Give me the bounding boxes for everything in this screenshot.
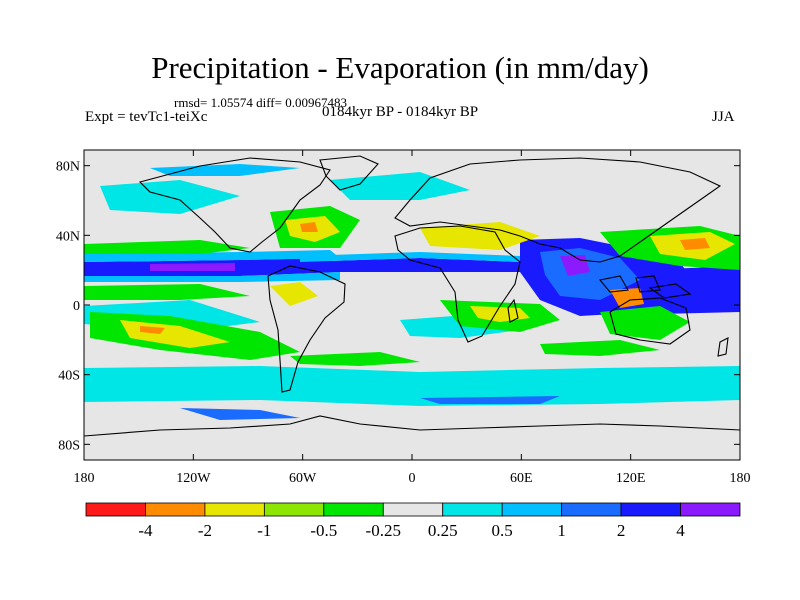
colorbar-label: -1	[257, 521, 271, 540]
colorbar-box	[501, 502, 563, 517]
south-pacific-max-dry	[140, 326, 165, 334]
colorbar	[85, 502, 741, 517]
west-pacific-band	[640, 266, 740, 314]
lon-tick-label: 120W	[176, 471, 211, 486]
north-atlantic-max-dry	[300, 222, 318, 232]
antarctic-margin-band	[180, 396, 560, 420]
lon-tick-label: 180	[74, 471, 95, 486]
colorbar-box	[145, 502, 206, 517]
lat-tick-label: 80N	[56, 160, 80, 175]
sahara-arabia-dry	[420, 222, 540, 250]
southeast-pacific-dry	[84, 284, 250, 300]
australia-dry	[600, 306, 690, 340]
coastline-north-america	[138, 157, 331, 253]
coastline-australia	[609, 297, 691, 345]
coastlines	[84, 155, 740, 437]
lat-axis-labels: 80N 40N 0 40S 80S	[56, 160, 80, 454]
colorbar-labels: -4 -2 -1 -0.5 -0.25 0.25 0.5 1 2 4	[138, 521, 685, 540]
colorbar-box	[204, 502, 265, 517]
lon-tick-label: 180	[730, 471, 751, 486]
colorbar-label: 4	[676, 521, 685, 540]
colorbar-label: 1	[557, 521, 566, 540]
atlantic-itcz-fringe	[300, 252, 520, 262]
coastline-antarctica	[84, 415, 740, 437]
atlantic-itcz-band	[300, 258, 520, 272]
colorbar-label: -0.25	[366, 521, 401, 540]
colorbar-label: 2	[617, 521, 626, 540]
lat-tick-label: 40N	[56, 229, 80, 244]
colorbar-box	[561, 502, 622, 517]
colorbar-label: 0.5	[492, 521, 513, 540]
south-indian-dry-core	[470, 306, 530, 322]
colorbar-label: -0.5	[310, 521, 337, 540]
colorbar-label: -2	[198, 521, 212, 540]
southern-midlat-dry	[290, 340, 660, 366]
lon-tick-label: 60E	[510, 471, 533, 486]
coastline-madagascar	[507, 298, 519, 323]
colorbar-label: 0.25	[428, 521, 458, 540]
lon-tick-label: 60W	[289, 471, 317, 486]
period-label: 0184kyr BP - 0184kyr BP	[322, 104, 479, 120]
coastline-south-america	[267, 265, 346, 393]
south-america-mix	[270, 282, 318, 306]
colorbar-box	[442, 502, 503, 517]
colorbar-box	[680, 502, 741, 517]
coastline-maritime-continent	[598, 275, 692, 299]
maritime-continent-dry	[610, 288, 644, 308]
itcz-pacific-fringe	[84, 250, 340, 282]
coastline-africa	[394, 225, 521, 343]
arctic-patches	[150, 164, 300, 176]
colorbar-box	[382, 502, 444, 517]
lon-tick-label: 0	[409, 471, 416, 486]
east-equatorial-pacific-dry	[84, 240, 250, 254]
colorbar-box	[620, 502, 681, 517]
map-title: Precipitation - Evaporation (in mm/day)	[151, 50, 649, 85]
lat-tick-label: 80S	[58, 438, 80, 453]
rmsd-diff-stats: rmsd= 1.05574 diff= 0.00967483	[174, 95, 347, 110]
experiment-label: Expt = tevTc1-teiXc	[85, 109, 208, 125]
colorbar-box	[85, 502, 146, 517]
itcz-pacific-inner	[150, 263, 235, 271]
colorbar-label: -4	[138, 521, 153, 540]
coastline-new-zealand	[717, 337, 729, 357]
north-pacific-max-dry	[680, 238, 710, 250]
colorbar-box	[323, 502, 384, 517]
colorbar-box	[263, 502, 325, 517]
lon-tick-label: 120E	[616, 471, 646, 486]
southern-ocean-storm-track	[84, 366, 740, 406]
lat-tick-label: 0	[73, 299, 80, 314]
coastline-greenland	[319, 155, 379, 191]
season-label: JJA	[712, 109, 735, 125]
lat-axis-ticks	[84, 165, 740, 445]
lon-axis-ticks	[83, 150, 741, 460]
lon-axis-labels: 180 120W 60W 0 60E 120E 180	[74, 471, 751, 486]
coastline-eurasia	[394, 157, 722, 263]
lat-tick-label: 40S	[58, 369, 80, 384]
